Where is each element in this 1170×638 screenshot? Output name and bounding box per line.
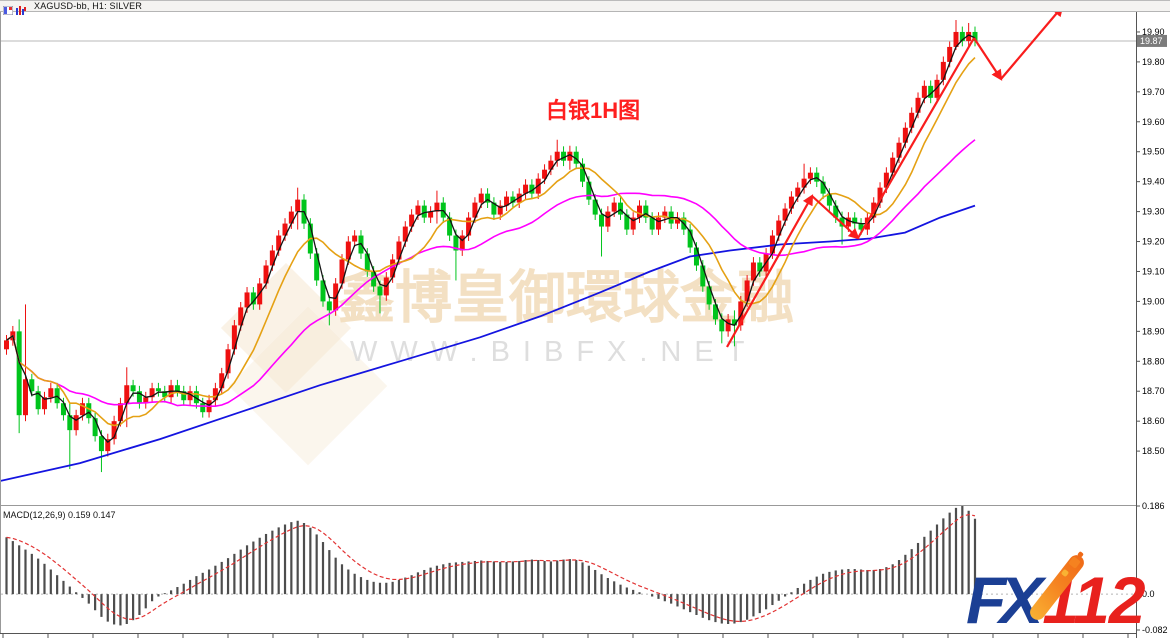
svg-text:19.70: 19.70 [1142, 87, 1165, 97]
svg-text:18.60: 18.60 [1142, 416, 1165, 426]
watermark-company-name: 鑫博皇御環球金融 [338, 266, 794, 330]
svg-text:18.70: 18.70 [1142, 386, 1165, 396]
price-axis[interactable]: 19.90 19.80 19.70 19.60 19.50 19.40 19.30 19.20… [1136, 27, 1167, 456]
chart-frame [0, 11, 1137, 638]
svg-text:19.60: 19.60 [1142, 117, 1165, 127]
svg-text:19.10: 19.10 [1142, 266, 1165, 276]
fx112-logo-fx: FX [966, 563, 1043, 637]
svg-text:19.80: 19.80 [1142, 57, 1165, 67]
fx112-logo: FX 112 [966, 550, 1152, 638]
chart-type-icon [16, 2, 26, 15]
svg-text:18.90: 18.90 [1142, 326, 1165, 336]
svg-text:19.30: 19.30 [1142, 207, 1165, 217]
macd-indicator-label: MACD(12,26,9) 0.159 0.147 [3, 510, 116, 520]
silver-1h-annotation: 白银1H图 [546, 98, 641, 123]
chart-title: XAGUSD-bb, H1: SILVER [34, 1, 143, 11]
svg-text:-0.082: -0.082 [1142, 625, 1168, 635]
svg-text:0.186: 0.186 [1142, 501, 1165, 511]
time-axis[interactable] [2, 634, 1129, 638]
candles [4, 19, 978, 473]
svg-text:18.80: 18.80 [1142, 356, 1165, 366]
watermark-website: WWW.BIBFX.NET [350, 336, 758, 368]
svg-text:19.90: 19.90 [1142, 27, 1165, 37]
svg-text:19.00: 19.00 [1142, 296, 1165, 306]
moving-averages [0, 34, 976, 482]
svg-text:19.40: 19.40 [1142, 177, 1165, 187]
svg-text:19.20: 19.20 [1142, 237, 1165, 247]
chart-header: XAGUSD-bb, H1: SILVER [0, 0, 1170, 15]
svg-text:0.0: 0.0 [1142, 589, 1155, 599]
svg-text:19.50: 19.50 [1142, 147, 1165, 157]
svg-text:18.50: 18.50 [1142, 446, 1165, 456]
chart-window-icon [2, 2, 14, 15]
trend-arrow-annotation [726, 5, 1064, 348]
svg-text:19.87: 19.87 [1140, 36, 1163, 46]
macd-panel: 0.186 0.0 -0.082 [1, 501, 1168, 635]
